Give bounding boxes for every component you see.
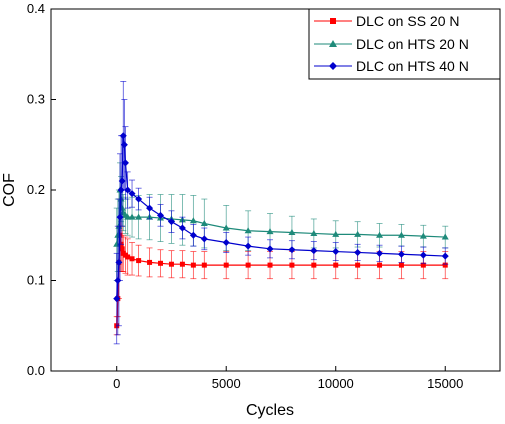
data-point [419, 251, 427, 259]
y-axis: 0.0 0.1 0.2 0.3 0.4 [27, 1, 56, 378]
y-tick-label: 0.1 [27, 273, 45, 288]
data-point [120, 141, 128, 149]
legend-item-hts-40n: DLC on HTS 40 N [314, 58, 469, 74]
x-tick-label: 15000 [427, 376, 463, 391]
x-tick-label: 10000 [318, 376, 354, 391]
data-point [135, 213, 143, 220]
data-point [311, 262, 317, 268]
legend: DLC on SS 20 N DLC on HTS 20 N DLC on HT… [308, 8, 501, 80]
x-tick-label: 5000 [212, 376, 241, 391]
series-layer [113, 81, 449, 345]
y-tick-label: 0.2 [27, 182, 45, 197]
data-point [114, 277, 122, 284]
data-point [168, 261, 174, 267]
data-point [147, 259, 153, 265]
legend-item-ss-20n: DLC on SS 20 N [314, 13, 460, 29]
data-point [442, 262, 448, 268]
square-marker-icon [330, 18, 336, 24]
data-point [377, 262, 383, 268]
data-point [121, 159, 129, 167]
data-point [118, 177, 126, 185]
data-point [441, 233, 449, 240]
data-point [288, 246, 296, 254]
data-point [310, 247, 318, 255]
data-point [135, 195, 143, 203]
data-point [244, 227, 252, 234]
legend-label: DLC on SS 20 N [356, 13, 460, 29]
diamond-marker-icon [329, 62, 337, 70]
data-point [136, 258, 142, 264]
y-tick-label: 0.4 [27, 1, 45, 16]
data-point [124, 213, 132, 220]
data-point [355, 262, 361, 268]
legend-item-hts-20n: DLC on HTS 20 N [314, 36, 469, 52]
data-point [116, 213, 124, 221]
data-point [200, 235, 208, 243]
data-point [222, 224, 230, 231]
data-point [113, 295, 121, 303]
data-point [189, 217, 197, 224]
series-1 [113, 198, 449, 336]
legend-label: DLC on HTS 40 N [356, 58, 469, 74]
data-point [267, 262, 273, 268]
data-point [245, 262, 251, 268]
data-point [397, 250, 405, 258]
triangle-marker-icon [329, 40, 337, 47]
data-point [117, 186, 125, 194]
data-point [119, 246, 125, 252]
data-point [397, 231, 405, 238]
data-point [266, 228, 274, 235]
legend-label: DLC on HTS 20 N [356, 36, 469, 52]
data-point [115, 258, 123, 266]
data-point [119, 132, 127, 140]
data-point [125, 254, 131, 260]
data-point [129, 256, 135, 262]
data-point [376, 249, 384, 257]
data-point [200, 219, 208, 226]
data-point [244, 242, 252, 250]
data-point [223, 262, 229, 268]
series-3 [113, 81, 449, 345]
data-point [376, 231, 384, 238]
data-point [128, 190, 136, 198]
data-point [190, 262, 196, 268]
y-tick-label: 0.0 [27, 363, 45, 378]
data-point [222, 238, 230, 246]
data-point [310, 229, 318, 236]
data-point [441, 252, 449, 260]
data-point [179, 261, 185, 267]
data-point [124, 186, 132, 194]
data-point [332, 230, 340, 237]
data-point [158, 260, 164, 266]
data-point [146, 204, 154, 212]
y-axis-title: COF [1, 173, 18, 207]
data-point [288, 229, 296, 236]
data-point [398, 262, 404, 268]
series-line [116, 189, 446, 245]
y-tick-label: 0.3 [27, 92, 45, 107]
x-axis-title: Cycles [246, 402, 294, 419]
data-point [354, 230, 362, 237]
data-point [266, 245, 274, 253]
series-line [116, 135, 446, 299]
data-point [354, 248, 362, 256]
data-point [113, 240, 121, 247]
data-point [289, 262, 295, 268]
data-point [332, 248, 340, 256]
data-point [167, 218, 175, 226]
x-axis: 0 5000 10000 15000 [113, 366, 463, 391]
data-point [333, 262, 339, 268]
data-point [420, 262, 426, 268]
data-point [157, 211, 165, 219]
x-tick-label: 0 [113, 376, 120, 391]
series-2 [113, 162, 449, 281]
data-point [419, 232, 427, 239]
data-point [189, 231, 197, 239]
data-point [178, 224, 186, 232]
data-point [201, 262, 207, 268]
data-point [128, 213, 136, 220]
